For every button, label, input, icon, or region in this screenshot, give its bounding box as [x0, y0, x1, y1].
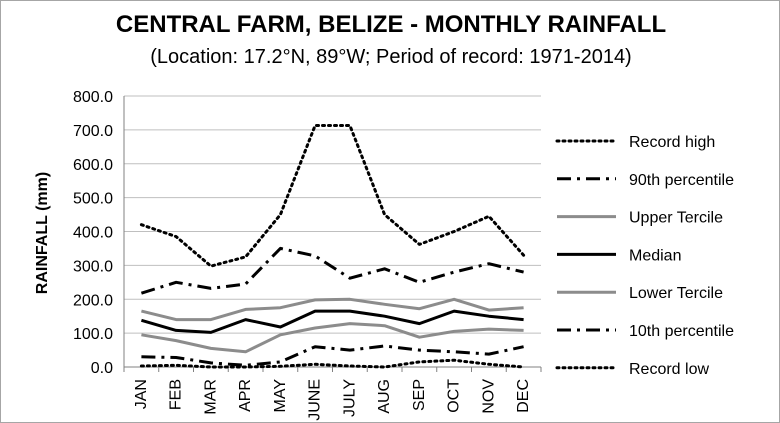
series-line-6	[139, 358, 526, 369]
gridlines	[123, 95, 541, 368]
chart-title: CENTRAL FARM, BELIZE - MONTHLY RAINFALL	[116, 11, 666, 38]
y-tick-label: 200.0	[73, 292, 113, 309]
legend: Record high 90th percentile Upper Tercile M…	[555, 134, 734, 378]
x-tick-label: APR	[237, 379, 254, 412]
y-tick-label: 800.0	[73, 89, 113, 106]
series-line-2	[141, 297, 524, 322]
chart-subtitle: (Location: 17.2°N, 89°W; Period of recor…	[150, 46, 631, 68]
y-tick-labels: 0.0 100.0 200.0 300.0 400.0 500.0 600.0 700.0 80…	[73, 89, 113, 377]
y-tick-label: 0.0	[91, 360, 113, 377]
x-tick-label: DEC	[515, 379, 532, 413]
series-line-3	[140, 309, 524, 334]
x-tick-label: JULY	[341, 379, 358, 417]
y-tick-label: 700.0	[73, 123, 113, 140]
x-tick-label: NOV	[480, 379, 497, 414]
y-tick-label: 100.0	[73, 326, 113, 343]
y-tick-label: 400.0	[73, 225, 113, 242]
y-axis-label: RAINFALL (mm)	[34, 172, 51, 294]
series-line-4	[141, 322, 524, 354]
legend-label: Record high	[629, 134, 715, 151]
x-tick-labels: JAN FEB MAR APR MAY JUNE JULY AUG SEP OCT NOV DEC	[123, 367, 542, 421]
legend-label: 10th percentile	[629, 323, 734, 340]
x-tick-label: JUNE	[307, 379, 324, 421]
x-tick-label: FEB	[168, 379, 185, 410]
x-tick-label: SEP	[411, 379, 428, 411]
legend-label: Median	[629, 247, 681, 264]
x-tick-label: AUG	[376, 379, 393, 414]
legend-label: 90th percentile	[629, 172, 734, 189]
y-tick-label: 600.0	[73, 157, 113, 174]
y-tick-label: 500.0	[73, 191, 113, 208]
series-line-0	[139, 124, 526, 268]
series-lines	[139, 124, 526, 369]
legend-label: Lower Tercile	[629, 285, 723, 302]
x-tick-label: JAN	[133, 379, 150, 409]
y-tick-label: 300.0	[73, 258, 113, 275]
legend-label: Record low	[629, 361, 709, 378]
series-line-1	[140, 246, 524, 295]
series-line-5	[141, 344, 524, 367]
x-tick-label: MAY	[272, 379, 289, 413]
legend-label: Upper Tercile	[629, 210, 723, 227]
x-tick-label: OCT	[446, 379, 463, 413]
x-tick-label: MAR	[202, 379, 219, 415]
